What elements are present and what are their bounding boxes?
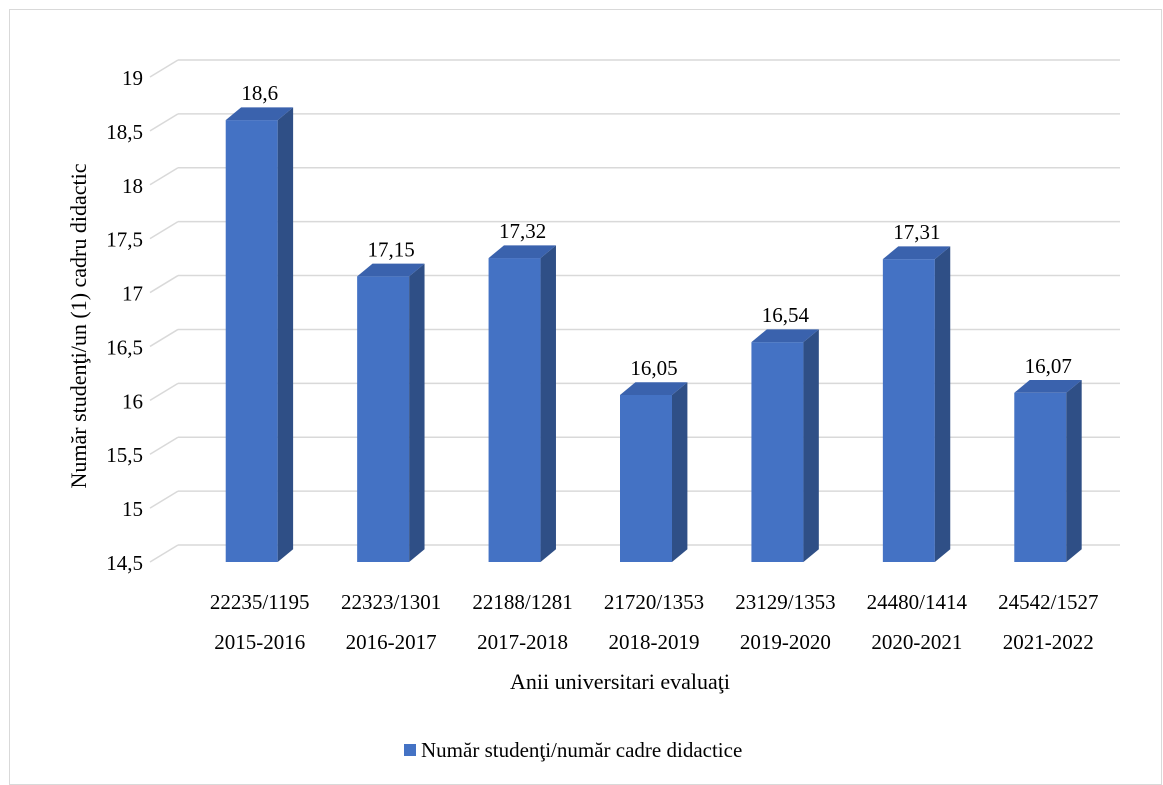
y-tick-label: 14,5 xyxy=(106,551,143,575)
bar xyxy=(620,382,688,562)
bar xyxy=(882,246,951,562)
x-tick-label: 2018-2019 xyxy=(609,630,700,654)
x-tick-label: 2021-2022 xyxy=(1003,630,1094,654)
gridline-wall xyxy=(149,59,179,78)
gridline-wall xyxy=(149,221,179,240)
data-label: 17,31 xyxy=(893,220,940,244)
x-tick-label: 23129/1353 xyxy=(735,590,835,614)
bar-side xyxy=(409,263,425,562)
bar xyxy=(1014,380,1082,562)
bar-top xyxy=(357,263,425,277)
data-label: 16,54 xyxy=(762,303,810,327)
x-axis-categories: 22235/1195 2015-2016 22323/1301 2016-2017 22… xyxy=(210,590,1099,654)
y-tick-label: 18 xyxy=(122,174,143,198)
bar xyxy=(225,107,294,562)
x-tick-label: 24542/1527 xyxy=(998,590,1098,614)
y-tick-label: 19 xyxy=(122,66,143,90)
legend-label: Număr studenţi/număr cadre didactice xyxy=(421,738,742,762)
bar-front xyxy=(488,258,541,562)
bar-top xyxy=(620,382,688,395)
x-tick-label: 2020-2021 xyxy=(871,630,962,654)
bar xyxy=(751,329,819,562)
bar-front xyxy=(1014,392,1067,562)
y-tick-label: 18,5 xyxy=(106,120,143,144)
gridline-wall xyxy=(149,544,179,563)
bar-front xyxy=(751,342,804,562)
gridline-wall xyxy=(149,436,179,455)
x-tick-label: 2015-2016 xyxy=(214,630,305,654)
gridline-wall xyxy=(149,382,179,401)
gridline-wall xyxy=(149,274,179,294)
gridline-wall xyxy=(149,490,179,509)
bar-front xyxy=(620,394,672,562)
bar-side xyxy=(934,246,951,562)
bar-top xyxy=(882,246,951,260)
y-tick-label: 15 xyxy=(122,497,143,521)
bar-side xyxy=(1066,380,1082,562)
x-tick-label: 2017-2018 xyxy=(477,630,568,654)
bar xyxy=(488,245,556,563)
gridline-wall xyxy=(149,328,179,348)
x-tick-label: 22188/1281 xyxy=(472,590,572,614)
y-axis-title: Număr studenţi/un (1) cadru didactic xyxy=(66,163,91,488)
bar-top xyxy=(751,329,819,343)
bar-side xyxy=(672,382,688,562)
data-labels: 18,6 17,15 17,32 16,05 16,54 17,31 16,07 xyxy=(241,81,1072,380)
x-tick-label: 22235/1195 xyxy=(210,590,310,614)
x-axis-title: Anii universitari evaluaţi xyxy=(510,669,730,694)
bar-front xyxy=(225,120,278,562)
x-tick-label: 2019-2020 xyxy=(740,630,831,654)
y-tick-label: 16 xyxy=(122,389,143,413)
bar xyxy=(357,263,425,562)
bar-top xyxy=(1014,380,1082,393)
legend-swatch xyxy=(404,744,416,756)
bars xyxy=(225,107,1082,563)
chart-border xyxy=(9,9,1162,785)
x-tick-label: 22323/1301 xyxy=(341,590,441,614)
bar-side xyxy=(540,245,556,563)
y-tick-label: 17,5 xyxy=(106,228,143,252)
bar-top xyxy=(225,107,294,121)
y-tick-label: 15,5 xyxy=(106,443,143,467)
bar-side xyxy=(803,329,819,562)
gridlines xyxy=(149,59,1120,563)
x-tick-label: 24480/1414 xyxy=(867,590,968,614)
bar-side xyxy=(277,107,294,562)
bar-front xyxy=(882,259,935,562)
bar-front xyxy=(357,276,410,562)
x-tick-label: 2016-2017 xyxy=(346,630,437,654)
data-label: 18,6 xyxy=(241,81,278,105)
y-tick-label: 17 xyxy=(122,282,143,306)
gridline-wall xyxy=(149,167,179,186)
y-tick-label: 16,5 xyxy=(106,335,143,359)
bar-top xyxy=(488,245,556,259)
data-label: 16,07 xyxy=(1025,354,1072,378)
data-label: 17,32 xyxy=(499,219,546,243)
gridline-wall xyxy=(149,113,179,132)
y-axis-ticks: 14,5 15 15,5 16 16,5 17 17,5 18 18,5 19 xyxy=(106,66,143,575)
data-label: 16,05 xyxy=(630,356,677,380)
x-tick-label: 21720/1353 xyxy=(604,590,704,614)
legend: Număr studenţi/număr cadre didactice xyxy=(404,738,742,762)
data-label: 17,15 xyxy=(368,237,415,261)
